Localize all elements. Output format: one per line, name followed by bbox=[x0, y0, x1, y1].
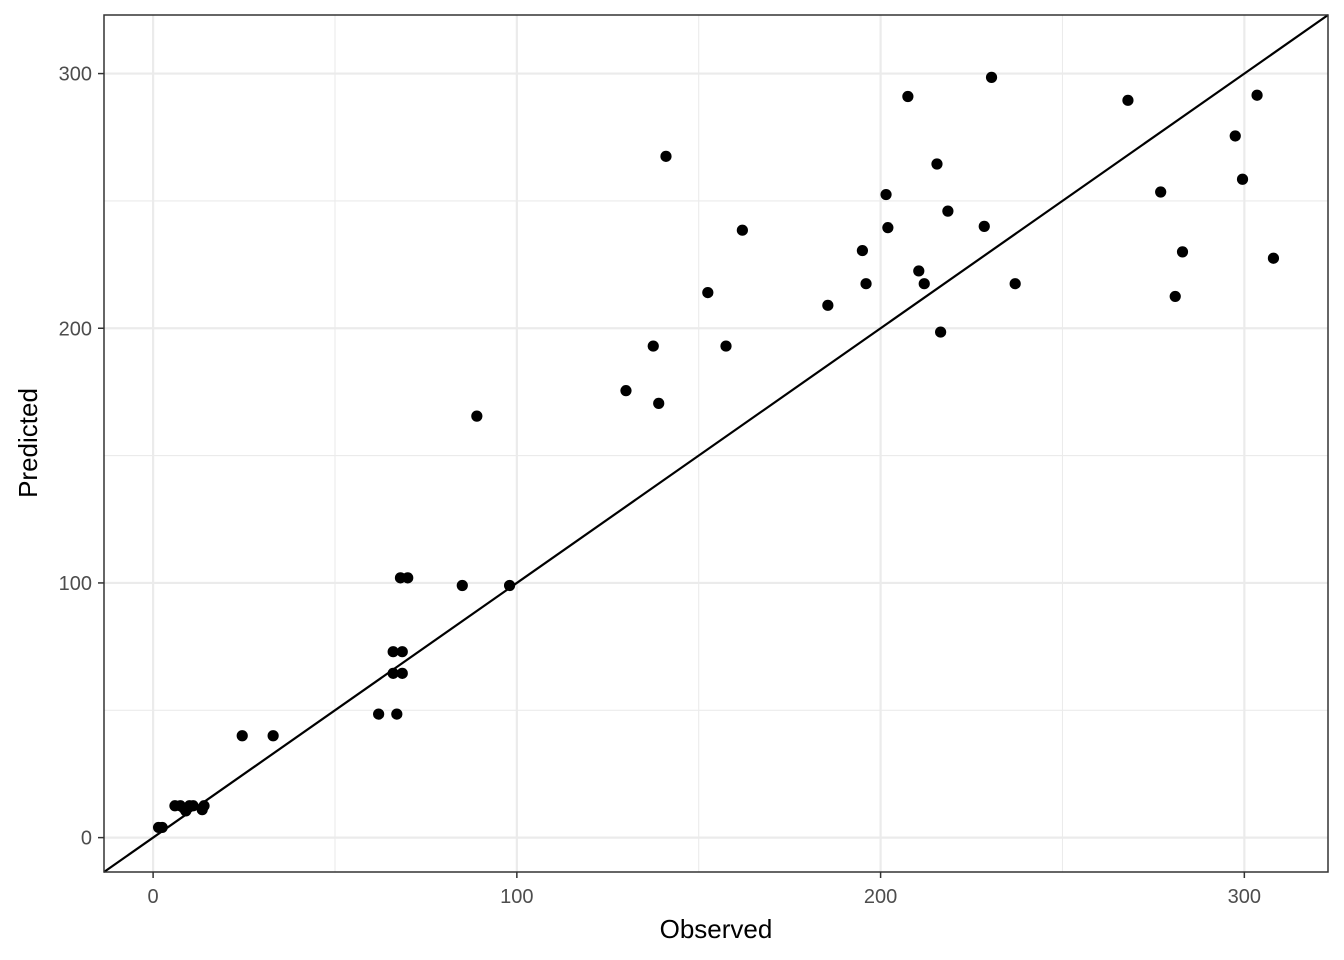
data-point bbox=[720, 340, 732, 352]
data-point bbox=[1176, 246, 1189, 258]
data-point bbox=[267, 730, 279, 742]
data-point bbox=[860, 278, 872, 290]
major-gridlines bbox=[104, 15, 1328, 872]
data-point bbox=[918, 278, 930, 290]
data-point bbox=[373, 708, 385, 720]
data-point bbox=[653, 397, 665, 409]
data-point bbox=[391, 708, 403, 720]
data-point bbox=[187, 800, 199, 812]
data-point bbox=[1267, 252, 1280, 264]
data-point bbox=[236, 730, 248, 742]
data-point bbox=[880, 188, 892, 201]
y-axis-ticks: 0 100 200 300 bbox=[59, 64, 104, 850]
y-tick-label: 0 bbox=[81, 828, 92, 850]
data-point bbox=[1236, 173, 1249, 185]
data-point bbox=[660, 150, 672, 162]
identity-reference-line bbox=[103, 14, 1329, 873]
data-point bbox=[1155, 186, 1167, 198]
data-point bbox=[985, 71, 998, 83]
data-point bbox=[702, 287, 714, 299]
y-axis-title: Predicted bbox=[13, 388, 43, 498]
x-tick-label: 300 bbox=[1228, 886, 1261, 908]
data-point bbox=[1009, 278, 1021, 290]
data-point bbox=[822, 299, 834, 311]
x-tick-label: 0 bbox=[148, 886, 159, 908]
data-point bbox=[1122, 94, 1134, 106]
data-point bbox=[978, 220, 990, 232]
minor-gridlines bbox=[104, 15, 1328, 872]
data-point bbox=[647, 340, 659, 352]
data-point bbox=[396, 646, 408, 658]
x-axis-title: Observed bbox=[660, 914, 773, 944]
y-tick-label: 100 bbox=[59, 573, 92, 595]
data-point bbox=[456, 579, 468, 592]
data-point bbox=[1169, 290, 1181, 303]
data-point bbox=[198, 800, 210, 812]
data-point bbox=[396, 667, 408, 679]
data-point bbox=[387, 646, 399, 658]
data-point bbox=[503, 579, 516, 592]
data-point bbox=[1251, 89, 1263, 101]
x-axis-ticks: 0 100 200 300 bbox=[148, 872, 1261, 908]
data-point bbox=[902, 90, 914, 103]
data-point bbox=[620, 385, 632, 397]
data-point bbox=[942, 205, 954, 217]
data-point bbox=[402, 572, 414, 584]
x-tick-label: 200 bbox=[864, 886, 897, 908]
data-point bbox=[156, 821, 168, 834]
data-point bbox=[935, 326, 947, 338]
y-tick-label: 200 bbox=[59, 318, 92, 340]
data-point bbox=[856, 244, 869, 257]
data-point bbox=[1229, 130, 1241, 142]
data-point bbox=[913, 265, 925, 277]
data-point bbox=[736, 224, 748, 236]
data-point bbox=[387, 667, 399, 679]
data-point bbox=[471, 410, 483, 422]
panel-border bbox=[103, 14, 1329, 873]
data-points bbox=[152, 71, 1280, 834]
y-tick-label: 300 bbox=[59, 64, 92, 86]
data-point bbox=[931, 158, 943, 170]
data-point bbox=[882, 222, 894, 234]
x-tick-label: 100 bbox=[500, 886, 533, 908]
